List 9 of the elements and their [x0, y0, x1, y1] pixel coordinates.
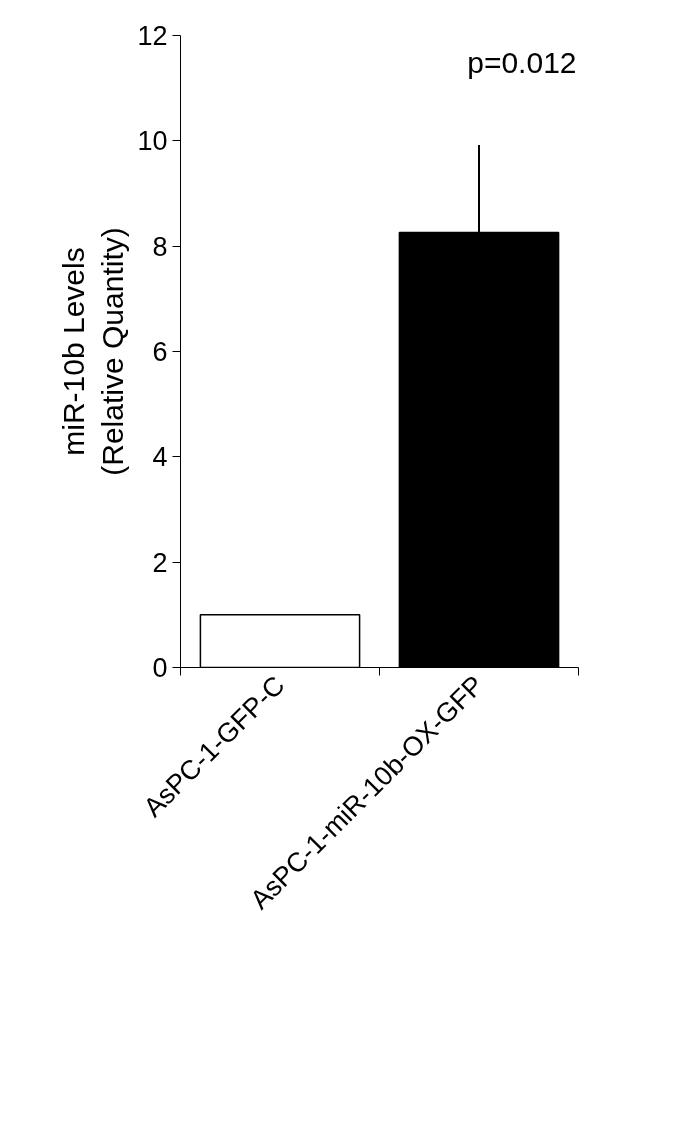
y-tick-label: 6	[152, 337, 168, 367]
y-tick-label: 12	[137, 21, 168, 51]
y-axis-title: miR-10b Levels (Relative Quantity)	[56, 227, 130, 476]
y-tick-label: 4	[152, 442, 168, 473]
annotation: p=0.012	[467, 45, 577, 79]
y-tick-label: 10	[137, 126, 168, 157]
y-tick-label: 8	[152, 231, 168, 262]
y-tick-label: 0	[152, 653, 168, 683]
y-tick-label: 2	[152, 547, 168, 578]
